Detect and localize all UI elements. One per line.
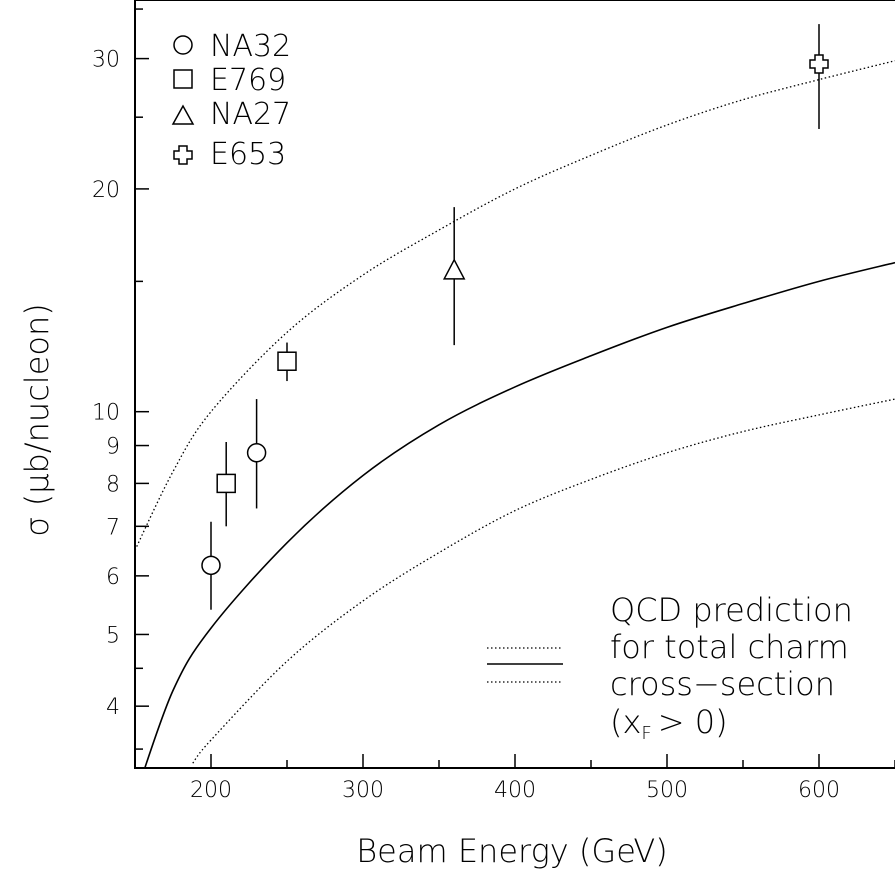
legend-label-e653: E653 [210, 137, 286, 172]
x-tick-label: 400 [494, 778, 536, 803]
legend-label-e769: E769 [210, 63, 286, 98]
legend-cross-marker [173, 145, 193, 165]
y-tick-label: 30 [92, 48, 120, 73]
legend: NA32 E769 NA27 E653 [171, 29, 291, 172]
x-tick-label: 300 [342, 778, 384, 803]
y-axis-ticks: 4 5 6 7 8 9 10 20 30 [92, 8, 149, 750]
y-tick-label: 9 [106, 435, 120, 460]
annotation-xf-subscript: F [641, 723, 651, 744]
legend-circle-marker [173, 35, 193, 55]
data-points [201, 24, 829, 610]
y-tick-label: 10 [92, 401, 120, 426]
curve-legend: QCD prediction for total charm cross−sec… [487, 591, 853, 744]
y-tick-label: 5 [106, 623, 120, 648]
legend-label-na27: NA27 [210, 97, 291, 132]
annotation-line-4: (xF > 0) [610, 703, 728, 744]
y-tick-label: 6 [106, 565, 120, 590]
legend-triangle-marker [171, 104, 195, 125]
qcd-band-curve-2 [192, 398, 895, 764]
annotation-line-2: for total charm [610, 628, 849, 666]
y-tick-label: 4 [106, 695, 120, 720]
point-na27 [442, 258, 466, 280]
y-axis-title: σ (μb/nucleon) [18, 303, 56, 536]
x-axis-title: Beam Energy (GeV) [356, 832, 668, 870]
legend-label-na32: NA32 [210, 29, 291, 64]
x-tick-label: 600 [798, 778, 840, 803]
y-tick-label: 20 [92, 178, 120, 203]
x-axis-ticks: 200 300 400 500 600 [134, 754, 895, 803]
x-tick-label: 500 [646, 778, 688, 803]
point-e653 [809, 54, 829, 74]
point-na32 [201, 555, 221, 576]
annotation-line-3: cross−section [610, 665, 835, 703]
y-tick-label: 7 [106, 515, 120, 540]
y-tick-label: 8 [106, 472, 120, 497]
annotation-line-1: QCD prediction [610, 591, 853, 629]
qcd-central-curve [143, 261, 895, 768]
annotation-xf-open: (x [610, 703, 641, 741]
point-na32 [246, 443, 267, 463]
x-tick-label: 200 [190, 778, 232, 803]
point-e769 [216, 473, 236, 494]
point-e769 [277, 351, 297, 371]
qcd-curves [135, 60, 895, 768]
legend-square-marker [173, 69, 193, 89]
qcd-band-curve-0 [135, 60, 895, 551]
annotation-condition: > 0) [658, 703, 728, 741]
